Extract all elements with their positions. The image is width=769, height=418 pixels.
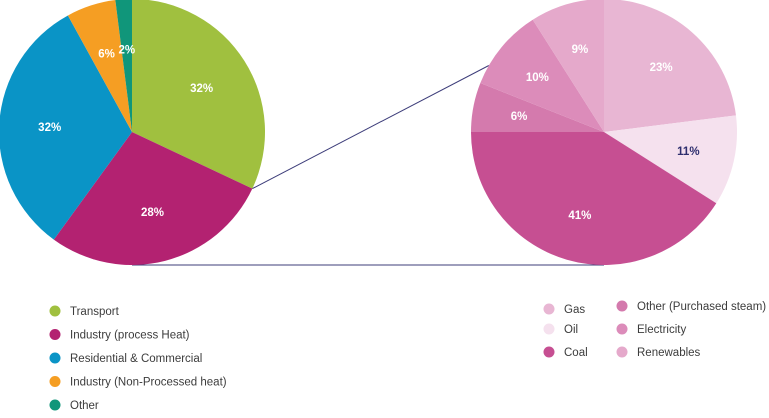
- breakdown-slice-gas: [604, 0, 736, 132]
- main-slice-industry-process-heat: [53, 132, 253, 265]
- connector-line-upper: [252, 65, 490, 190]
- breakdown-pie: 23% 11% 41% 6% 10% 9%: [471, 0, 737, 265]
- breakdown-legend-marker-coal: [543, 346, 555, 358]
- breakdown-legend-label-coal: Coal: [564, 347, 588, 359]
- main-slice-label-residential-commercial: 32%: [38, 122, 61, 134]
- main-legend-marker-transport: [49, 305, 61, 317]
- main-legend-marker-industry-non-processed-heat: [49, 376, 61, 387]
- main-legend-label-industry-non-processed-heat: Industry (Non-Processed heat): [70, 377, 227, 389]
- breakdown-slice-electricity: [480, 19, 604, 133]
- breakdown-slice-renewables: [532, 0, 604, 132]
- breakdown-slice-coal: [471, 132, 717, 265]
- breakdown-slice-label-other-purchased-steam: 6%: [511, 111, 528, 123]
- main-legend-marker-other: [49, 399, 61, 411]
- breakdown-legend-label-oil: Oil: [564, 324, 578, 336]
- breakdown-legend-marker-gas: [543, 303, 555, 315]
- main-slice-other: [115, 0, 132, 132]
- main-pie: 32% 28% 32% 6% 2%: [0, 0, 265, 265]
- breakdown-legend-label-other-purchased-steam: Other (Purchased steam): [637, 301, 766, 313]
- main-slice-transport: [132, 0, 265, 189]
- main-legend: Transport Industry (process Heat) Resident…: [49, 305, 227, 412]
- breakdown-legend-label-renewables: Renewables: [637, 347, 701, 359]
- breakdown-legend-label-gas: Gas: [564, 304, 585, 316]
- breakdown-legend-marker-electricity: [616, 323, 628, 335]
- breakdown-legend-marker-other-purchased-steam: [616, 300, 628, 312]
- breakdown-slice-other-purchased-steam: [471, 83, 604, 132]
- main-legend-label-transport: Transport: [70, 306, 120, 318]
- main-slice-industry-non-processed-heat: [67, 0, 132, 132]
- main-slice-label-other: 2%: [119, 45, 136, 57]
- main-legend-label-industry-process-heat: Industry (process Heat): [70, 330, 190, 342]
- breakdown-legend-label-electricity: Electricity: [637, 324, 686, 336]
- main-legend-label-residential-commercial: Residential & Commercial: [70, 353, 202, 365]
- main-slice-residential-commercial: [0, 15, 132, 240]
- breakdown-slice-label-electricity: 10%: [526, 72, 549, 84]
- breakdown-slice-label-renewables: 9%: [572, 44, 589, 56]
- main-slice-label-industry-process-heat: 28%: [141, 207, 164, 219]
- breakdown-legend-marker-renewables: [616, 346, 628, 358]
- main-legend-label-other: Other: [70, 400, 99, 412]
- breakdown-legend: Gas Oil Coal Other (Purchased steam) Electri…: [543, 300, 766, 359]
- connector-lines: [132, 65, 604, 266]
- main-slice-label-transport: 32%: [190, 83, 213, 95]
- main-slice-label-industry-non-processed-heat: 6%: [98, 49, 115, 61]
- breakdown-slice-label-oil: 11%: [677, 146, 699, 158]
- breakdown-slice-label-gas: 23%: [650, 62, 673, 74]
- breakdown-slice-label-coal: 41%: [568, 210, 591, 222]
- main-legend-marker-residential-commercial: [49, 352, 61, 364]
- main-legend-marker-industry-process-heat: [49, 329, 61, 340]
- breakdown-legend-marker-oil: [543, 323, 555, 335]
- breakdown-slice-oil: [604, 115, 737, 204]
